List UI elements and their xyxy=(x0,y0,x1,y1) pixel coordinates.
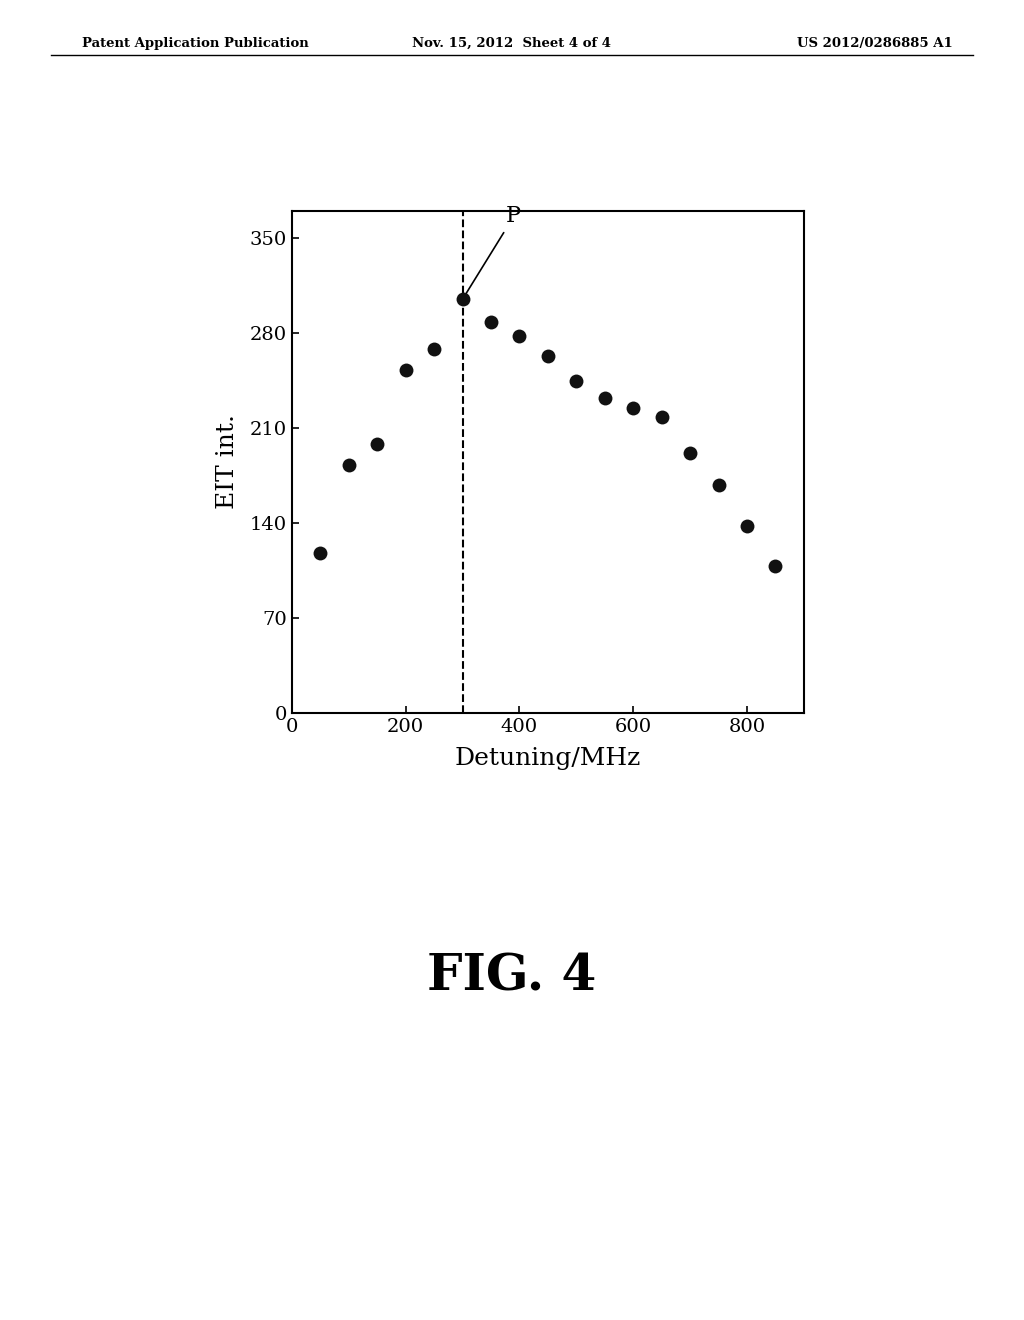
Point xyxy=(625,397,641,418)
Point xyxy=(455,289,471,310)
Point xyxy=(738,515,755,536)
Text: FIG. 4: FIG. 4 xyxy=(427,952,597,1002)
Point xyxy=(711,474,727,495)
Text: Patent Application Publication: Patent Application Publication xyxy=(82,37,308,50)
Text: US 2012/0286885 A1: US 2012/0286885 A1 xyxy=(797,37,952,50)
Point xyxy=(341,454,357,475)
Text: Nov. 15, 2012  Sheet 4 of 4: Nov. 15, 2012 Sheet 4 of 4 xyxy=(413,37,611,50)
Text: P: P xyxy=(464,206,521,297)
Point xyxy=(540,346,556,367)
Point xyxy=(482,312,499,333)
Point xyxy=(767,556,783,577)
Point xyxy=(653,407,670,428)
Point xyxy=(682,442,698,463)
Point xyxy=(597,388,613,409)
Point xyxy=(511,325,527,346)
Point xyxy=(426,339,442,360)
Point xyxy=(397,359,414,380)
X-axis label: Detuning/MHz: Detuning/MHz xyxy=(455,747,641,770)
Y-axis label: EIT int.: EIT int. xyxy=(216,414,239,510)
Point xyxy=(312,543,329,564)
Point xyxy=(568,370,585,391)
Point xyxy=(369,434,385,455)
